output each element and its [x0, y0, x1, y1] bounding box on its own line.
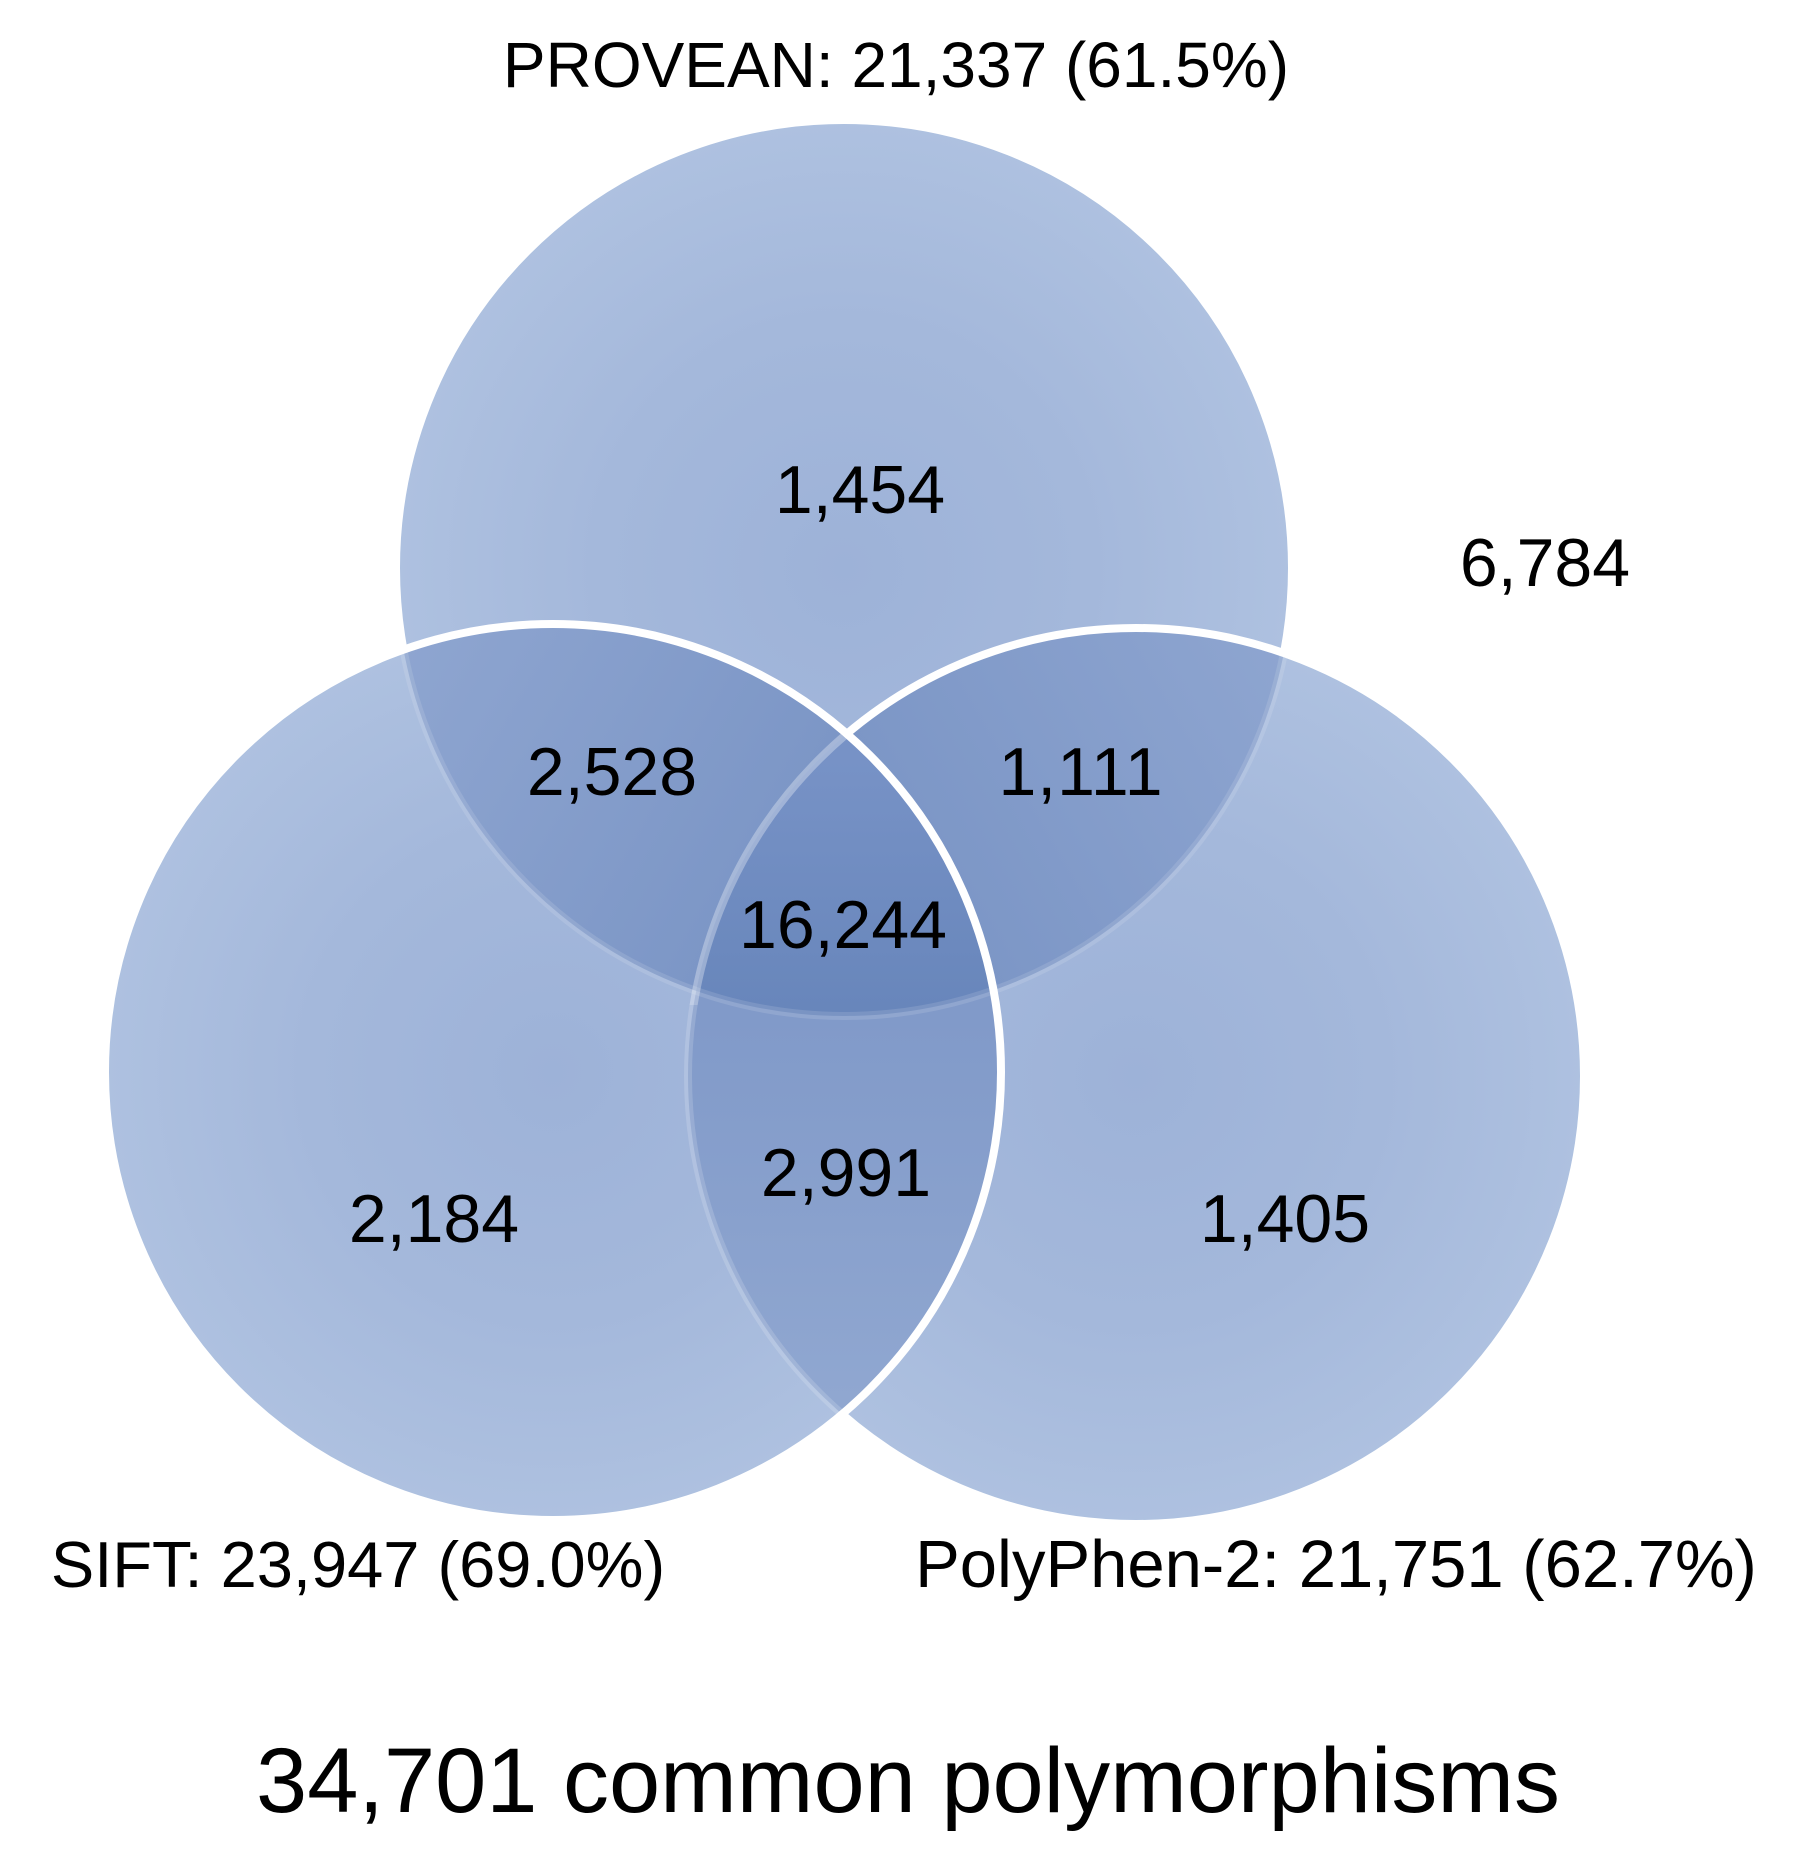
svg-text:PolyPhen-2: 21,751 (62.7%): PolyPhen-2: 21,751 (62.7%): [915, 1527, 1757, 1602]
svg-text:1,454: 1,454: [775, 452, 945, 528]
svg-text:PROVEAN: 21,337 (61.5%): PROVEAN: 21,337 (61.5%): [503, 29, 1289, 101]
svg-text:SIFT: 23,947 (69.0%): SIFT: 23,947 (69.0%): [51, 1528, 665, 1601]
svg-text:34,701 common polymorphisms: 34,701 common polymorphisms: [256, 1730, 1560, 1832]
svg-text:16,244: 16,244: [739, 887, 947, 963]
svg-text:1,111: 1,111: [998, 734, 1163, 810]
svg-text:2,991: 2,991: [761, 1135, 931, 1211]
svg-text:6,784: 6,784: [1460, 525, 1630, 601]
svg-text:1,405: 1,405: [1200, 1181, 1370, 1257]
svg-text:2,528: 2,528: [527, 734, 697, 810]
svg-text:2,184: 2,184: [349, 1181, 519, 1257]
